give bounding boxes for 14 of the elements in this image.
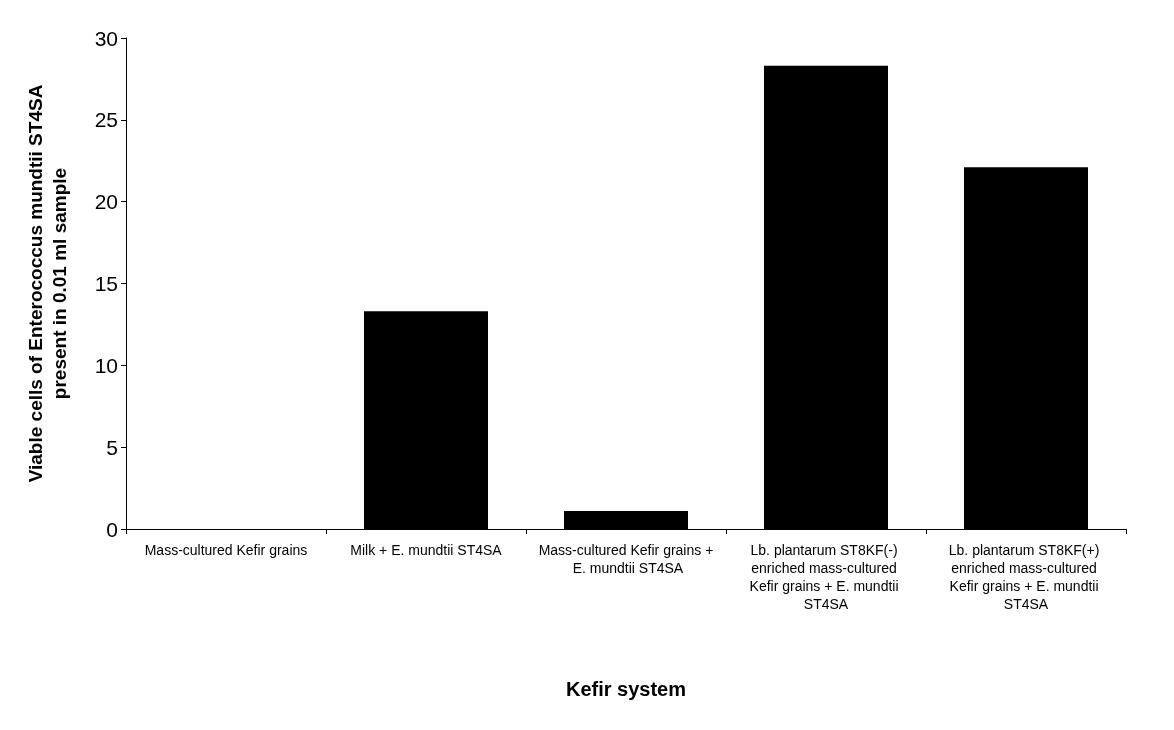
y-tick-label: 0: [106, 517, 118, 541]
y-tick-label: 25: [94, 108, 118, 132]
y-tick-label: 30: [94, 26, 118, 50]
x-tick-label: Lb. plantarum ST8KF(-) enriched mass-cultured Kefir grains + E. mundtii ST4SA: [749, 542, 903, 612]
x-tick-label: Mass-cultured Kefir grains + E. mundtii ST4SA: [538, 542, 714, 576]
y-axis-title: Viable cells of Enterococcus mundtii ST4SA present in 0.01 ml sample: [24, 84, 70, 483]
x-axis-title: Kefir system: [565, 678, 687, 700]
y-tick-label: 15: [94, 272, 118, 295]
x-tick-label: Mass-cultured Kefir grains: [144, 542, 308, 558]
y-tick-label: 20: [94, 190, 118, 214]
x-tick-label: Milk + E. mundtii ST4SA: [350, 542, 503, 558]
y-tick-label: 5: [106, 435, 118, 459]
x-tick-label: Lb. plantarum ST8KF(+) enriched mass-cultured Kefir grains + E. mundtii ST4SA: [948, 542, 1104, 612]
y-tick-label: 10: [94, 353, 118, 377]
